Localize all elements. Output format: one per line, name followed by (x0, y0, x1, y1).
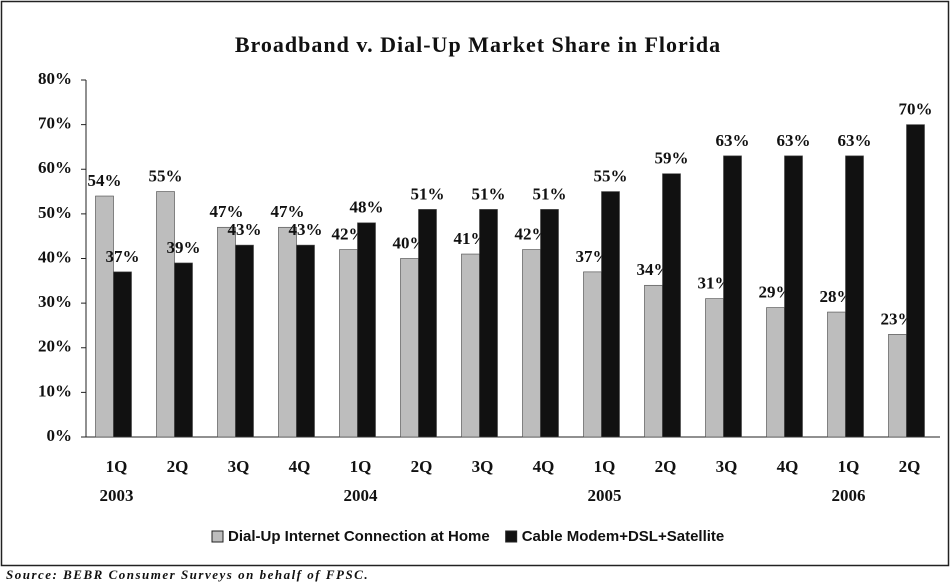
bar (278, 226, 297, 438)
data-label: 23% (881, 309, 915, 328)
data-label: 63% (838, 131, 872, 150)
bar (217, 226, 236, 438)
legend-label: Dial-Up Internet Connection at Home (228, 528, 490, 545)
bar (156, 191, 175, 438)
data-label: 47% (271, 202, 305, 221)
x-tick-label: 3Q (228, 457, 250, 476)
bar (113, 271, 132, 438)
source-note: Source: BEBR Consumer Surveys on behalf … (6, 567, 369, 582)
bar (540, 209, 559, 438)
x-tick-label: 4Q (289, 457, 311, 476)
x-year-label: 2003 (100, 486, 134, 505)
bar (644, 284, 663, 438)
y-tick-label: 10% (38, 381, 72, 400)
x-tick-label: 4Q (533, 457, 555, 476)
bar (662, 173, 681, 438)
y-tick-label: 30% (38, 292, 72, 311)
data-label: 63% (716, 131, 750, 150)
x-tick-label: 3Q (716, 457, 738, 476)
bar (461, 253, 480, 438)
data-label: 48% (350, 198, 384, 217)
chart-title: Broadband v. Dial-Up Market Share in Flo… (235, 32, 721, 57)
legend-label: Cable Modem+DSL+Satellite (522, 528, 725, 545)
bar (296, 244, 315, 438)
y-tick-label: 20% (38, 337, 72, 356)
data-label: 42% (515, 224, 549, 243)
bar (95, 195, 114, 438)
x-tick-label: 1Q (106, 457, 128, 476)
y-tick-label: 40% (38, 247, 72, 266)
y-tick-label: 60% (38, 158, 72, 177)
data-label: 43% (228, 220, 262, 239)
data-label: 42% (332, 224, 366, 243)
data-label: 59% (655, 149, 689, 168)
data-label: 39% (167, 238, 201, 257)
x-tick-label: 2Q (899, 457, 921, 476)
bar (235, 244, 254, 438)
data-label: 40% (393, 233, 427, 252)
data-label: 37% (106, 247, 140, 266)
bar (522, 249, 541, 438)
data-label: 31% (698, 274, 732, 293)
bar (766, 307, 785, 438)
y-tick-label: 80% (38, 69, 72, 88)
bar (784, 155, 803, 438)
data-label: 28% (820, 287, 854, 306)
bar (723, 155, 742, 438)
bar (174, 262, 193, 438)
bar (583, 271, 602, 438)
data-label: 54% (88, 171, 122, 190)
x-tick-label: 3Q (472, 457, 494, 476)
chart-border (0, 0, 950, 567)
data-label: 55% (149, 166, 183, 185)
x-tick-label: 1Q (594, 457, 616, 476)
x-tick-label: 1Q (838, 457, 860, 476)
data-label: 37% (576, 247, 610, 266)
bar (601, 191, 620, 438)
bar (705, 298, 724, 438)
data-label: 55% (594, 166, 628, 185)
x-tick-label: 2Q (655, 457, 677, 476)
y-tick-label: 0% (47, 426, 73, 445)
data-label: 34% (637, 260, 671, 279)
y-tick-label: 50% (38, 203, 72, 222)
x-year-label: 2006 (832, 486, 866, 505)
x-year-label: 2005 (588, 486, 622, 505)
bar (888, 334, 907, 438)
bar (400, 258, 419, 438)
bar (845, 155, 864, 438)
data-label: 43% (289, 220, 323, 239)
data-label: 51% (411, 184, 445, 203)
data-label: 70% (899, 100, 933, 119)
x-tick-label: 2Q (411, 457, 433, 476)
x-tick-label: 4Q (777, 457, 799, 476)
legend-swatch (211, 530, 224, 543)
bar (339, 249, 358, 438)
bar (479, 209, 498, 438)
x-tick-label: 1Q (350, 457, 372, 476)
data-label: 29% (759, 282, 793, 301)
y-tick-label: 70% (38, 114, 72, 133)
data-label: 47% (210, 202, 244, 221)
bar (827, 311, 846, 438)
x-tick-label: 2Q (167, 457, 189, 476)
legend-swatch (505, 530, 518, 543)
bar (418, 209, 437, 438)
data-label: 51% (472, 184, 506, 203)
data-label: 63% (777, 131, 811, 150)
bar (357, 222, 376, 438)
x-year-label: 2004 (344, 486, 379, 505)
data-label: 41% (454, 229, 488, 248)
data-label: 51% (533, 184, 567, 203)
bar (906, 124, 925, 438)
